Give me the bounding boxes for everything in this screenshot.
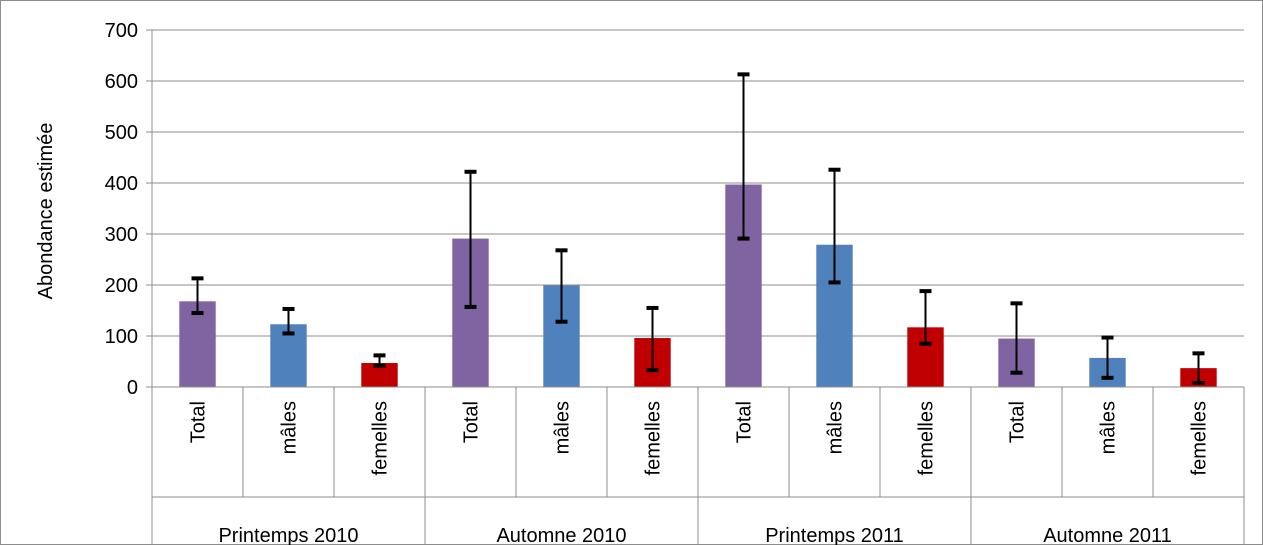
x-axis: Total mâles femelles Total mâles femelles Tota…	[151, 386, 1245, 545]
x-category-label: mâles	[1098, 401, 1120, 454]
y-tick-label: 400	[105, 173, 138, 195]
y-axis: 0 100 200 300 400 500 600 700	[105, 20, 153, 399]
x-category-label: Total	[734, 401, 756, 443]
x-category-label: femelles	[643, 401, 665, 475]
x-category-label: Total	[1007, 401, 1029, 443]
y-tick-label: 700	[105, 20, 138, 42]
y-axis-title: Abondance estimée	[35, 123, 57, 300]
y-tick-label: 100	[105, 326, 138, 348]
x-group-label: Printemps 2010	[218, 525, 358, 545]
y-tick-label: 500	[105, 122, 138, 144]
x-group-label: Automne 2011	[1043, 525, 1172, 545]
y-tick-label: 0	[127, 377, 138, 399]
x-category-label: mâles	[825, 401, 847, 454]
x-category-label: mâles	[279, 401, 301, 454]
y-tick-label: 300	[105, 224, 138, 246]
x-category-label: femelles	[1189, 401, 1211, 475]
bars	[179, 184, 1217, 387]
x-category-label: mâles	[552, 401, 574, 454]
error-bars	[191, 72, 1205, 385]
bar	[361, 363, 398, 387]
x-group-label: Printemps 2011	[765, 525, 904, 545]
x-category-label: femelles	[916, 401, 938, 475]
gridlines	[152, 29, 1244, 337]
x-category-label: Total	[461, 401, 483, 443]
x-group-label: Automne 2010	[496, 525, 626, 545]
bar	[179, 301, 216, 387]
y-tick-label: 600	[105, 71, 138, 93]
x-category-label: Total	[188, 401, 210, 443]
y-tick-label: 200	[105, 275, 138, 297]
x-category-label: femelles	[370, 401, 392, 475]
